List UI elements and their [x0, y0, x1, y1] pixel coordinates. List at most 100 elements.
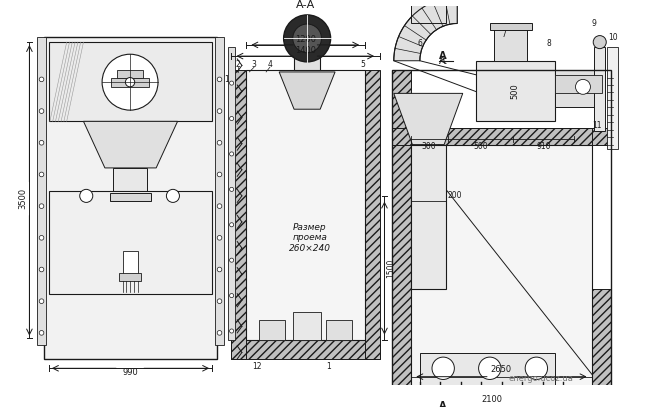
Bar [228, 47, 235, 340]
Circle shape [102, 54, 158, 110]
Bar [294, 22, 320, 70]
Text: 2100: 2100 [481, 394, 502, 403]
Bar [411, 0, 446, 24]
Circle shape [39, 140, 44, 145]
Text: А: А [439, 51, 447, 61]
Bar [49, 42, 70, 121]
Bar [245, 70, 258, 340]
Text: 1500: 1500 [386, 259, 395, 278]
Text: 6: 6 [417, 39, 422, 48]
Circle shape [217, 109, 222, 114]
Bar [555, 70, 597, 107]
Text: 910: 910 [537, 142, 551, 151]
Text: 3: 3 [251, 60, 256, 69]
Bar [326, 320, 352, 340]
Text: 10: 10 [608, 33, 618, 42]
Text: Размер
проема
260×240: Размер проема 260×240 [289, 223, 331, 253]
Bar [45, 339, 216, 359]
Circle shape [479, 357, 501, 379]
Circle shape [525, 357, 548, 379]
Circle shape [229, 187, 234, 191]
Text: А-А: А-А [296, 0, 315, 10]
Circle shape [432, 357, 454, 379]
Bar [111, 77, 149, 87]
Bar [119, 273, 141, 281]
Bar [258, 320, 285, 340]
Circle shape [79, 189, 93, 202]
Text: 8: 8 [546, 39, 551, 48]
Circle shape [229, 329, 234, 333]
Bar [215, 37, 224, 345]
Circle shape [593, 35, 606, 49]
Bar [37, 37, 46, 345]
Bar [607, 47, 618, 149]
Bar [293, 312, 321, 340]
Text: 7: 7 [501, 30, 506, 39]
Bar [123, 251, 138, 277]
Bar [555, 75, 601, 93]
Text: 12: 12 [252, 362, 262, 371]
Polygon shape [279, 72, 335, 109]
Circle shape [229, 152, 234, 156]
Bar [110, 193, 151, 201]
Text: 9: 9 [592, 19, 597, 28]
Bar [392, 70, 611, 407]
Text: А: А [439, 56, 445, 66]
Text: 1400: 1400 [295, 46, 316, 55]
Circle shape [39, 109, 44, 114]
Text: 990: 990 [122, 368, 138, 377]
Bar [365, 70, 380, 359]
Bar [392, 128, 611, 144]
Polygon shape [394, 0, 457, 61]
Bar [476, 61, 555, 121]
Bar [392, 394, 611, 407]
Circle shape [217, 267, 222, 272]
Circle shape [39, 172, 44, 177]
Bar [411, 144, 446, 289]
Circle shape [39, 299, 44, 304]
Text: 1: 1 [326, 362, 331, 371]
Circle shape [39, 204, 44, 208]
Text: 1200: 1200 [295, 35, 316, 44]
Circle shape [229, 258, 234, 262]
Bar [594, 47, 605, 131]
Bar [392, 70, 411, 407]
Circle shape [217, 140, 222, 145]
Bar [592, 289, 611, 407]
Text: 1: 1 [225, 75, 229, 84]
Circle shape [217, 204, 222, 208]
Text: 11: 11 [592, 121, 601, 131]
Circle shape [217, 330, 222, 335]
Circle shape [217, 172, 222, 177]
Text: 3500: 3500 [18, 188, 27, 209]
Text: 5: 5 [360, 60, 366, 69]
Circle shape [167, 189, 180, 202]
Bar [411, 386, 592, 394]
Polygon shape [394, 93, 463, 144]
Bar [490, 22, 532, 30]
Circle shape [229, 293, 234, 298]
Circle shape [284, 15, 331, 62]
Bar [289, 35, 325, 42]
Bar [231, 70, 245, 359]
Text: А: А [439, 400, 447, 407]
Bar [420, 353, 555, 386]
Text: energo.ucoz.ua: energo.ucoz.ua [508, 374, 574, 383]
Bar [494, 28, 527, 61]
Text: 500: 500 [510, 83, 519, 99]
Circle shape [229, 223, 234, 227]
Bar [192, 42, 212, 121]
Circle shape [39, 77, 44, 82]
Bar [411, 144, 592, 394]
Bar [245, 70, 365, 340]
Circle shape [229, 116, 234, 120]
Circle shape [293, 24, 322, 53]
Text: 4: 4 [267, 60, 272, 69]
Circle shape [39, 236, 44, 240]
Text: 500: 500 [473, 142, 488, 151]
Circle shape [39, 267, 44, 272]
Bar [117, 70, 143, 77]
Text: 2650: 2650 [490, 365, 512, 374]
Bar [113, 168, 147, 201]
Text: 300: 300 [422, 142, 437, 151]
